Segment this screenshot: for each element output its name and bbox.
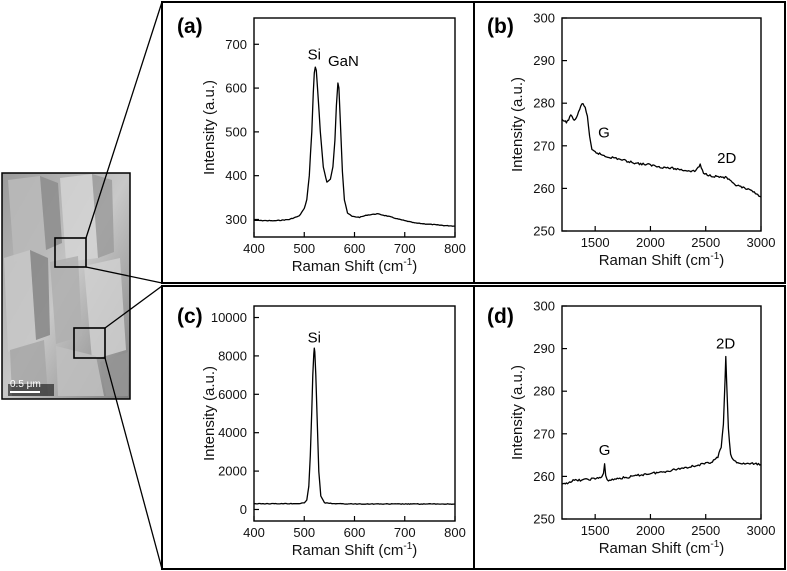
panel-frame-d (473, 285, 786, 570)
y-tick-label-a: 600 (225, 81, 247, 96)
y-tick-label-c: 2000 (218, 464, 247, 479)
x-axis-title-a: Raman Shift (cm-1) (292, 257, 418, 275)
y-tick-label-a: 700 (225, 37, 247, 52)
zoom-line-top-lower (85, 266, 163, 284)
x-tick-label-a: 500 (293, 241, 315, 256)
y-tick-label-c: 4000 (218, 425, 247, 440)
x-axis-title-c: Raman Shift (cm-1) (292, 541, 418, 559)
x-tick-label-a: 700 (394, 241, 416, 256)
x-tick-label-b: 2500 (691, 235, 720, 250)
x-tick-label-c: 800 (444, 525, 466, 540)
y-tick-label-c: 8000 (218, 348, 247, 363)
x-axis-title-superscript: -1 (710, 251, 719, 262)
scale-bar-label: 0.5 μm (10, 379, 41, 390)
chart-panel-c: (c)400 500 600 700 8000200040006000800010000… (177, 305, 466, 559)
x-tick-label-a: 400 (243, 241, 265, 256)
plot-area-a (253, 17, 456, 238)
peak-annotation-d: 2D (716, 336, 735, 353)
x-tick-label-c: 400 (243, 525, 265, 540)
y-tick-label-b: 280 (533, 96, 555, 111)
y-tick-label-c: 10000 (211, 310, 247, 325)
y-axis-title-d: Intensity (a.u.) (509, 365, 526, 460)
chart-panel-d: (d) 1500 2000 2500 3000 250 260 270 280 290 300 Ram… (487, 299, 775, 558)
y-tick-label-a: 400 (225, 168, 247, 183)
plot-area-b (561, 17, 762, 232)
panel-label-b: (b) (487, 15, 514, 38)
x-axis-title-main: Raman Shift (cm (599, 540, 711, 557)
y-tick-label-b: 260 (533, 181, 555, 196)
spectrum-line-b (561, 102, 762, 198)
y-tick-label-b: 300 (533, 11, 555, 26)
x-axis-title-end: ) (719, 540, 724, 557)
y-tick-label-d: 270 (533, 426, 555, 441)
panel-label-d: (d) (487, 305, 514, 328)
x-tick-label-d: 2500 (691, 523, 720, 538)
x-axis-title-end: ) (412, 258, 417, 275)
x-axis-title-end: ) (719, 252, 724, 269)
spectrum-line-a (254, 66, 455, 227)
panel-label-a: (a) (177, 15, 203, 38)
y-tick-label-d: 260 (533, 469, 555, 484)
y-tick-label-a: 300 (225, 212, 247, 227)
y-tick-label-b: 270 (533, 138, 555, 153)
peak-annotation-b: 2D (717, 150, 736, 167)
y-tick-label-b: 250 (533, 224, 555, 239)
peak-annotation-d: G (599, 442, 611, 459)
x-axis-title-superscript: -1 (403, 257, 412, 268)
y-tick-label-d: 280 (533, 384, 555, 399)
x-tick-label-c: 700 (394, 525, 416, 540)
peak-annotation-c: Si (308, 329, 321, 346)
y-axis-title-c: Intensity (a.u.) (201, 366, 218, 461)
panel-label-c: (c) (177, 305, 203, 328)
x-tick-label-d: 1500 (581, 523, 610, 538)
y-tick-label-a: 500 (225, 124, 247, 139)
x-tick-label-b: 1500 (581, 235, 610, 250)
plot-area-c (253, 305, 456, 522)
zoom-box-bottom (73, 327, 106, 359)
y-axis-title-b: Intensity (a.u.) (509, 77, 526, 172)
spectrum-line-d (561, 355, 762, 485)
zoom-line-bottom-upper (104, 285, 163, 329)
y-tick-label-c: 6000 (218, 387, 247, 402)
x-axis-title-superscript: -1 (710, 539, 719, 550)
x-axis-title-superscript: -1 (403, 541, 412, 552)
x-tick-label-a: 600 (344, 241, 366, 256)
x-tick-label-d: 2000 (636, 523, 665, 538)
x-axis-title-main: Raman Shift (cm (599, 252, 711, 269)
zoom-line-top-upper (85, 1, 163, 239)
y-tick-label-b: 290 (533, 53, 555, 68)
x-axis-title-main: Raman Shift (cm (292, 542, 404, 559)
x-tick-label-d: 3000 (747, 523, 776, 538)
x-tick-label-a: 800 (444, 241, 466, 256)
x-axis-title-d: Raman Shift (cm-1) (599, 539, 725, 557)
x-tick-label-c: 600 (344, 525, 366, 540)
peak-annotation-a: Si (308, 47, 321, 64)
x-tick-label-b: 2000 (636, 235, 665, 250)
x-axis-title-main: Raman Shift (cm (292, 258, 404, 275)
peak-annotation-a: GaN (328, 53, 359, 70)
x-axis-title-b: Raman Shift (cm-1) (599, 251, 725, 269)
zoom-box-top (54, 237, 87, 268)
y-tick-label-d: 300 (533, 299, 555, 314)
x-axis-title-end: ) (412, 542, 417, 559)
y-tick-label-d: 290 (533, 341, 555, 356)
spectrum-line-c (253, 347, 456, 505)
y-tick-label-d: 250 (533, 512, 555, 527)
y-axis-title-a: Intensity (a.u.) (201, 80, 218, 175)
y-tick-label-c: 0 (240, 502, 247, 517)
chart-panel-b: (b) 1500 2000 2500 3000 250 260 270 280 290 300 Ram… (487, 11, 775, 270)
panel-frame-b (473, 1, 786, 284)
x-tick-label-b: 3000 (747, 235, 776, 250)
zoom-line-bottom-lower (104, 357, 163, 570)
x-tick-label-c: 500 (293, 525, 315, 540)
sem-micrograph: 0.5 μm (1, 172, 131, 400)
plot-area-d (561, 305, 762, 520)
peak-annotation-b: G (598, 124, 610, 141)
